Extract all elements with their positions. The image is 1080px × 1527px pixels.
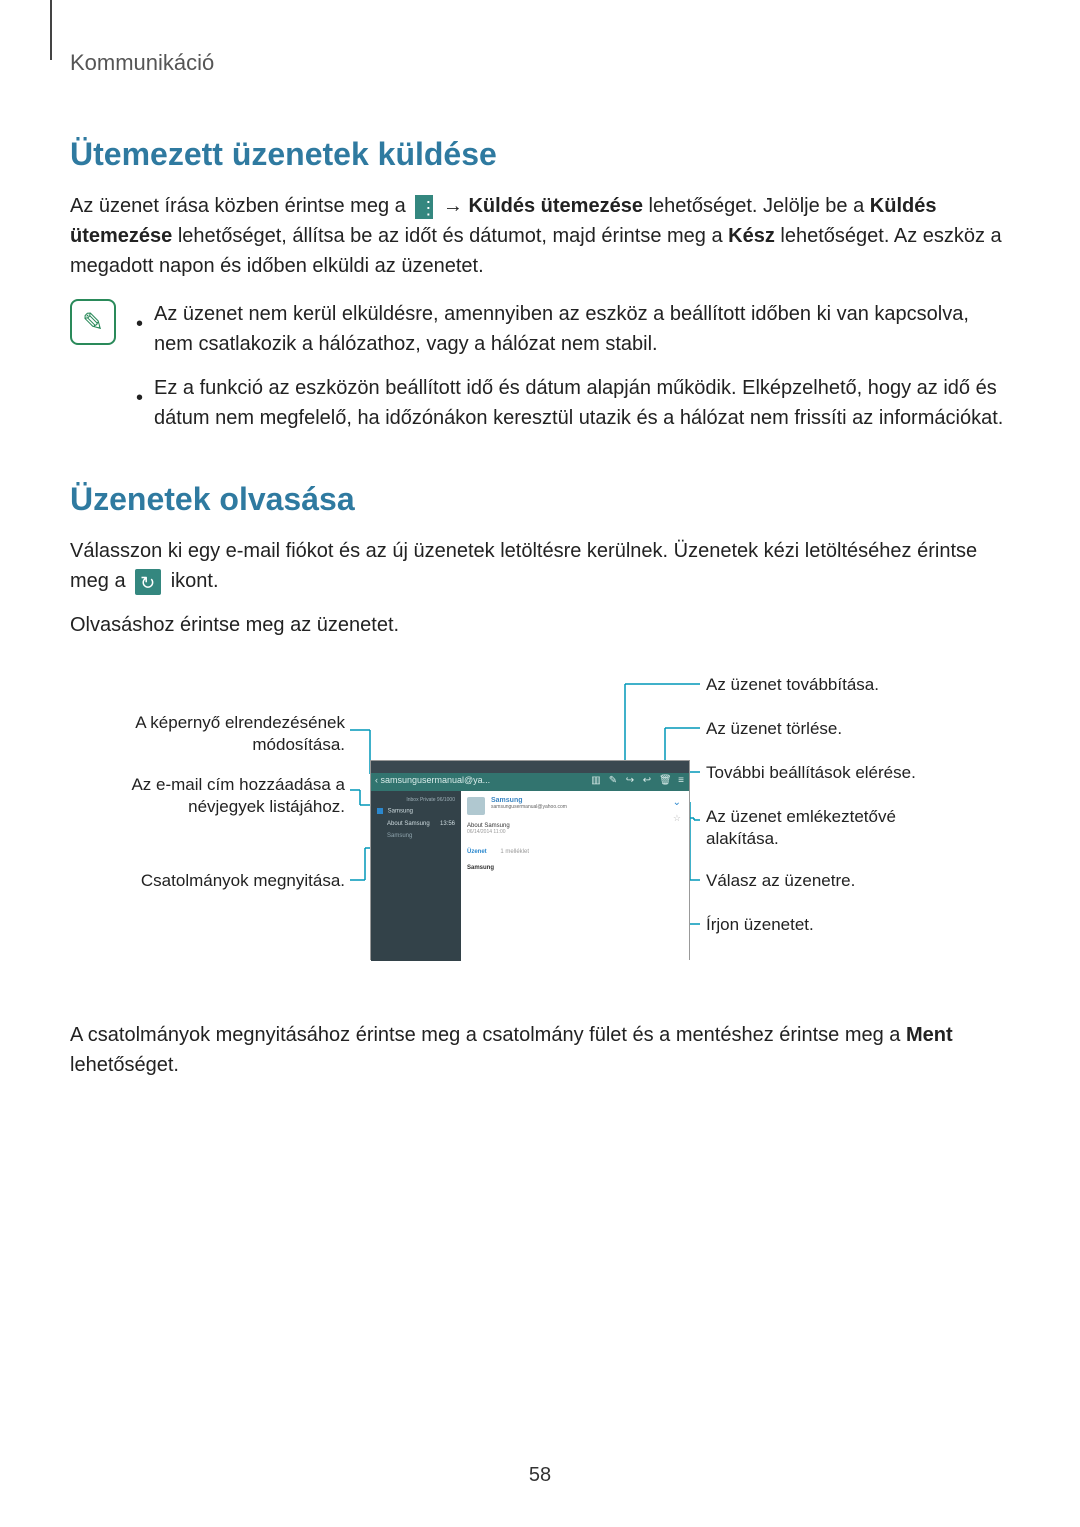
bold-text: Ment <box>906 1024 953 1046</box>
page-header: Kommunikáció <box>70 50 1010 76</box>
text: lehetőséget. <box>70 1054 179 1076</box>
status-bar <box>371 761 689 773</box>
margin-rule <box>50 0 52 60</box>
checkbox-icon <box>377 808 383 814</box>
note-icon: ✎ <box>70 299 116 345</box>
callout-attachments: Csatolmányok megnyitása. <box>70 870 345 892</box>
callout-compose: Írjon üzenetet. <box>706 914 814 936</box>
scheduled-paragraph: Az üzenet írása közben érintse meg a → K… <box>70 191 1010 281</box>
note-block: ✎ Az üzenet nem kerül elküldésre, amenny… <box>70 299 1010 447</box>
text: A csatolmányok megnyitásához érintse meg… <box>70 1024 906 1046</box>
note-text: Ez a funkció az eszközön beállított idő … <box>154 373 1010 433</box>
bold-text: Kész <box>728 225 775 247</box>
sender-name: Samsung <box>491 797 567 804</box>
callout-reply: Válasz az üzenetre. <box>706 870 855 892</box>
back-label: ‹ samsungusermanual@ya... <box>375 775 490 785</box>
text: lehetőséget. Jelölje be a <box>649 195 870 217</box>
app-toolbar: ‹ samsungusermanual@ya... ▥ ✎ ↪ ↩ 🗑 ≡ <box>371 773 689 791</box>
arrow: → <box>443 195 469 217</box>
note-bullet: Ez a funkció az eszközön beállított idő … <box>136 373 1010 433</box>
message-list-panel: Inbox Private 96/1000 Samsung About Sams… <box>371 791 461 961</box>
note-text: Az üzenet nem kerül elküldésre, amennyib… <box>154 299 1010 359</box>
list-item: Samsung <box>375 805 457 818</box>
read-paragraph-2: Olvasáshoz érintse meg az üzenetet. <box>70 610 1010 640</box>
device-screenshot: ‹ samsungusermanual@ya... ▥ ✎ ↪ ↩ 🗑 ≡ In… <box>370 760 690 960</box>
message-body: Samsung <box>467 865 683 871</box>
page-number: 58 <box>0 1464 1080 1487</box>
refresh-icon <box>135 569 161 595</box>
callout-more: További beállítások elérése. <box>706 762 916 784</box>
section-title-scheduled: Ütemezett üzenetek küldése <box>70 136 1010 173</box>
callout-layout: A képernyő elrendezésének módosítása. <box>70 712 345 756</box>
text: ikont. <box>171 570 219 592</box>
more-icon: ≡ <box>676 776 686 786</box>
read-paragraph-3: A csatolmányok megnyitásához érintse meg… <box>70 1020 1010 1080</box>
star-icon: ☆ <box>673 813 681 824</box>
sender-email: samsungusermanual@yahoo.com <box>491 804 567 810</box>
list-item: Samsung <box>375 830 457 842</box>
annotated-screenshot-diagram: A képernyő elrendezésének módosítása. Az… <box>70 660 1010 990</box>
text: lehetőséget, állítsa be az időt és dátum… <box>178 225 728 247</box>
bold-text: Küldés ütemezése <box>468 195 643 217</box>
compose-icon: ✎ <box>608 776 618 786</box>
tabs: Üzenet 1 melléklet <box>467 849 683 855</box>
reply-icon: ↩ <box>642 776 652 786</box>
callout-forward: Az üzenet továbbítása. <box>706 674 879 696</box>
note-bullet: Az üzenet nem kerül elküldésre, amennyib… <box>136 299 1010 359</box>
tab-message: Üzenet <box>467 849 487 855</box>
read-paragraph-1: Válasszon ki egy e-mail fiókot és az új … <box>70 536 1010 596</box>
list-item: About Samsung 13:56 <box>375 818 457 830</box>
avatar <box>467 797 485 815</box>
section-title-read: Üzenetek olvasása <box>70 481 1010 518</box>
layout-icon: ▥ <box>591 776 601 786</box>
tab-attachment: 1 melléklet <box>500 849 529 855</box>
date: 06/14/2014 11:00 <box>467 829 683 835</box>
bullet-dot <box>136 373 142 433</box>
message-view: Samsung samsungusermanual@yahoo.com ⌄ ☆ … <box>461 791 689 961</box>
text: Az üzenet írása közben érintse meg a <box>70 195 411 217</box>
callout-delete: Az üzenet törlése. <box>706 718 842 740</box>
bullet-dot <box>136 299 142 359</box>
callout-add-contact: Az e-mail cím hozzáadása a névjegyek lis… <box>70 774 345 818</box>
delete-icon: 🗑 <box>659 776 669 786</box>
forward-icon: ↪ <box>625 776 635 786</box>
list-head: Inbox Private 96/1000 <box>375 795 457 805</box>
menu-icon <box>415 195 433 219</box>
chevron-down-icon: ⌄ <box>673 797 681 808</box>
toolbar-icons: ▥ ✎ ↪ ↩ 🗑 ≡ <box>591 776 686 786</box>
callout-reminder: Az üzenet emlékeztetővé alakítása. <box>706 806 966 850</box>
